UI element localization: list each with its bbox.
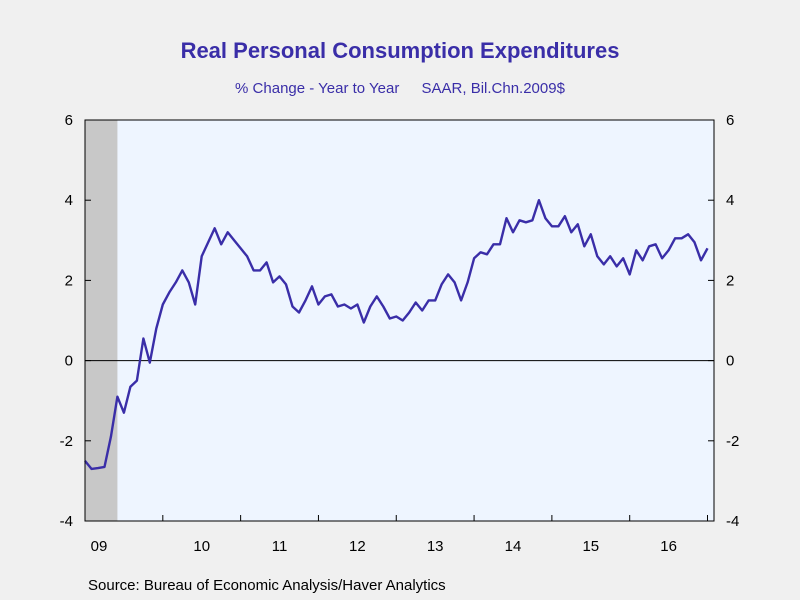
y-tick-label-left: 0 bbox=[65, 353, 73, 370]
y-tick-label-right: 0 bbox=[726, 353, 734, 370]
plot-area bbox=[85, 120, 714, 521]
plot-border bbox=[84, 119, 715, 522]
x-tick-label: 15 bbox=[582, 538, 599, 555]
y-axis-right: -4 -2 0 2 4 6 bbox=[708, 112, 739, 530]
x-tick-label: 10 bbox=[193, 538, 210, 555]
y-axis-left: -4 -2 0 2 4 6 bbox=[60, 112, 91, 530]
y-tick-label-right: -4 bbox=[726, 513, 739, 530]
x-tick-label: 13 bbox=[427, 538, 444, 555]
chart-subtitle: % Change - Year to Year SAAR, Bil.Chn.20… bbox=[0, 80, 800, 97]
source-note: Source: Bureau of Economic Analysis/Have… bbox=[88, 577, 446, 594]
y-tick-label-left: -4 bbox=[60, 513, 73, 530]
x-tick-label: 11 bbox=[272, 538, 288, 555]
subtitle-units: SAAR, Bil.Chn.2009$ bbox=[421, 80, 565, 97]
y-tick-label-left: 4 bbox=[65, 192, 73, 209]
x-axis: 09 10 11 12 13 14 15 16 bbox=[91, 515, 709, 555]
y-tick-label-right: 6 bbox=[726, 112, 734, 129]
series-layer bbox=[84, 198, 709, 471]
series-line bbox=[84, 198, 709, 471]
y-tick-label-right: 2 bbox=[726, 272, 734, 289]
y-tick-label-right: -2 bbox=[726, 433, 739, 450]
subtitle-measure: % Change - Year to Year bbox=[235, 80, 400, 97]
y-tick-label-right: 4 bbox=[726, 192, 734, 209]
chart-title: Real Personal Consumption Expenditures bbox=[180, 38, 620, 63]
recession-shading bbox=[85, 120, 118, 521]
y-tick-label-left: 6 bbox=[65, 112, 73, 129]
y-tick-label-left: -2 bbox=[60, 433, 73, 450]
x-tick-label: 09 bbox=[91, 538, 108, 555]
y-tick-label-left: 2 bbox=[65, 272, 73, 289]
x-tick-label: 14 bbox=[505, 538, 522, 555]
x-tick-label: 12 bbox=[349, 538, 366, 555]
x-tick-label: 16 bbox=[660, 538, 677, 555]
